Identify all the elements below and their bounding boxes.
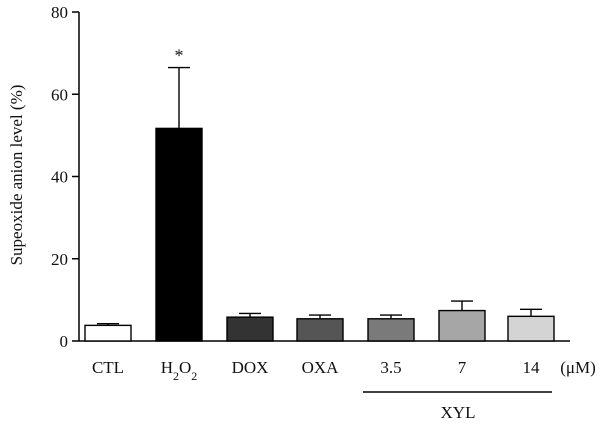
x-tick-label: H2O2	[161, 358, 198, 383]
y-tick-label: 60	[51, 85, 68, 104]
bar-dox	[226, 316, 274, 342]
y-axis-title: Supeoxide anion level (%)	[7, 85, 26, 266]
y-ticks: 0 20 40 60 80	[51, 3, 79, 351]
significance-marker: *	[175, 46, 184, 66]
x-tick-label: 7	[458, 358, 467, 377]
y-tick-label: 0	[60, 332, 69, 351]
bar-h2o2	[155, 127, 203, 342]
bar-oxa	[296, 318, 344, 342]
bar-14	[507, 315, 555, 342]
group-label: XYL	[441, 403, 476, 422]
bar-ctl	[84, 324, 132, 342]
y-tick-label: 20	[51, 250, 68, 269]
x-labels: CTL H2O2 DOX OXA 3.5 7 14	[92, 358, 540, 383]
x-tick-label: OXA	[302, 358, 340, 377]
x-tick-label: CTL	[92, 358, 124, 377]
x-tick-label: DOX	[232, 358, 269, 377]
x-tick-label: 14	[523, 358, 541, 377]
x-tick-label: 3.5	[380, 358, 401, 377]
bars: *	[84, 46, 555, 342]
y-tick-label: 80	[51, 3, 68, 22]
bar-3.5	[367, 318, 415, 342]
bar-7	[438, 309, 486, 342]
unit-label: (μM)	[560, 358, 596, 377]
y-tick-label: 40	[51, 168, 68, 187]
